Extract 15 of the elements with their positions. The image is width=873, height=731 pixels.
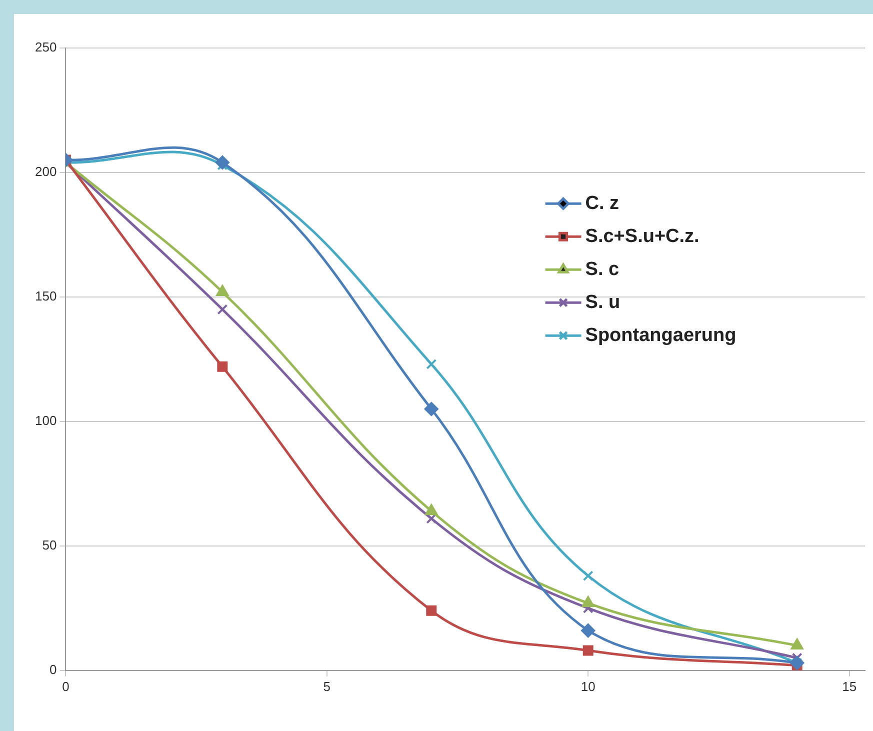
y-tick-label: 200 (34, 164, 57, 180)
y-tick-label: 50 (42, 538, 57, 552)
x-tick-label: 10 (580, 678, 596, 694)
y-tick-label: 100 (34, 413, 57, 428)
x-tick-label: 5 (323, 678, 331, 694)
y-tick-label: 250 (34, 40, 57, 55)
legend-label: S. c (585, 258, 620, 280)
x-tick-label: 0 (62, 678, 70, 694)
x-tick-label: 15 (842, 678, 857, 694)
y-tick-label: 0 (49, 662, 57, 677)
legend-label: S.c+S.u+C.z. (585, 226, 700, 247)
y-tick-label: 150 (34, 288, 57, 304)
legend-label: C. z (585, 192, 620, 214)
legend-label: S. u (585, 292, 620, 313)
legend-label: Spontangaerung (585, 324, 736, 346)
